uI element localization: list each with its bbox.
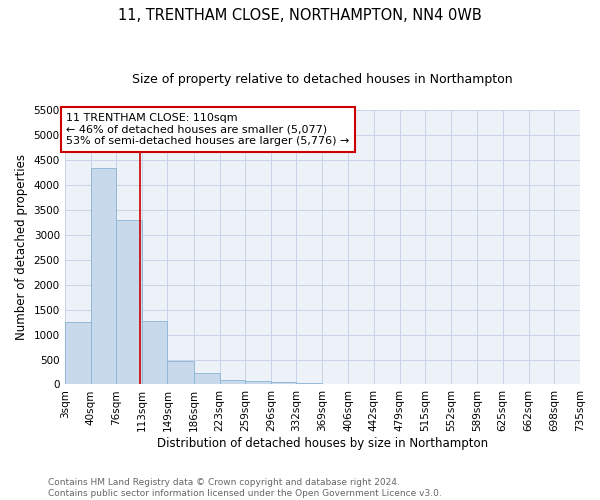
Bar [167,360,194,384]
Bar [193,373,220,384]
Text: Contains HM Land Registry data © Crown copyright and database right 2024.
Contai: Contains HM Land Registry data © Crown c… [48,478,442,498]
X-axis label: Distribution of detached houses by size in Northampton: Distribution of detached houses by size … [157,437,488,450]
Y-axis label: Number of detached properties: Number of detached properties [15,154,28,340]
Bar [142,320,167,384]
Bar [296,383,322,384]
Bar [91,168,116,384]
Text: 11, TRENTHAM CLOSE, NORTHAMPTON, NN4 0WB: 11, TRENTHAM CLOSE, NORTHAMPTON, NN4 0WB [118,8,482,22]
Bar [65,322,91,384]
Bar [116,220,142,384]
Bar [220,380,245,384]
Bar [245,380,271,384]
Text: 11 TRENTHAM CLOSE: 110sqm
← 46% of detached houses are smaller (5,077)
53% of se: 11 TRENTHAM CLOSE: 110sqm ← 46% of detac… [66,113,349,146]
Title: Size of property relative to detached houses in Northampton: Size of property relative to detached ho… [132,72,512,86]
Bar [271,382,296,384]
